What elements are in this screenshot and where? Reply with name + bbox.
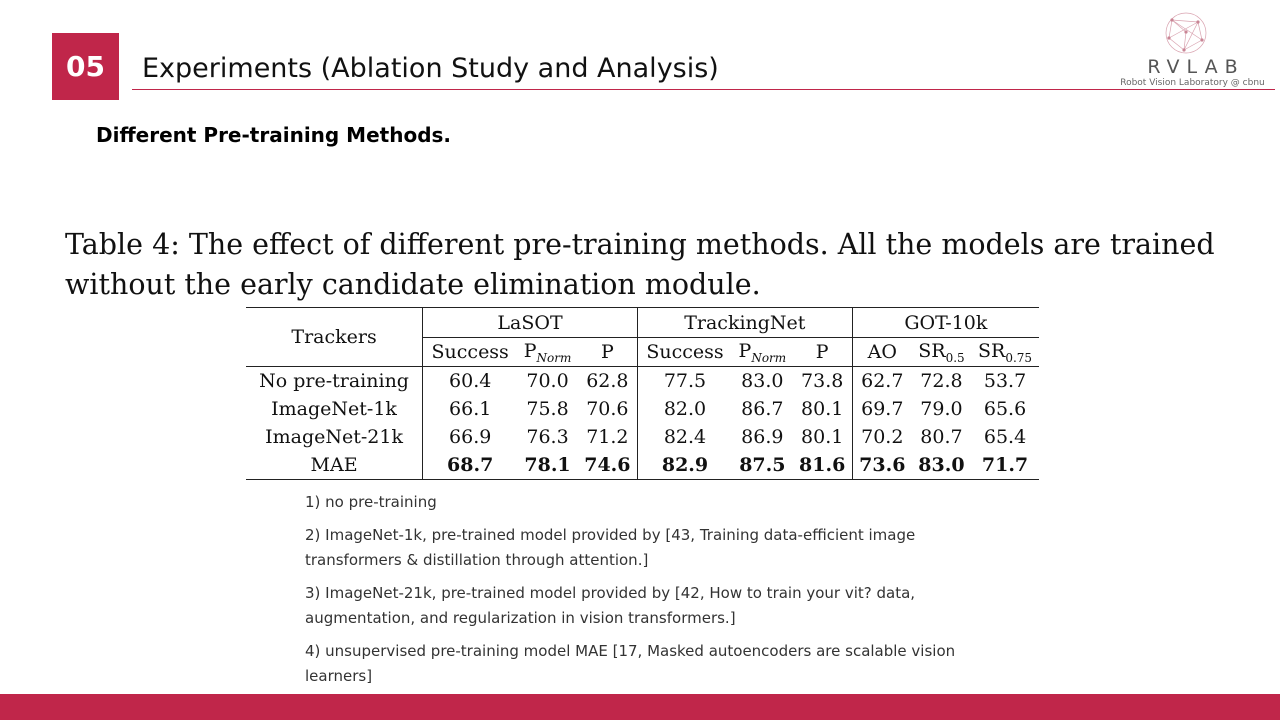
tracker-name: ImageNet-21k (246, 423, 424, 451)
table-cell: 87.5 (732, 451, 793, 480)
table-cell: 73.6 (852, 451, 912, 480)
table-cell: 74.6 (577, 451, 638, 480)
table-cell: 65.4 (983, 426, 1027, 448)
table-cell: 76.3 (526, 426, 569, 448)
table-cell: 82.4 (663, 426, 707, 448)
group-header: TrackingNet (637, 307, 853, 338)
footer-bar (0, 694, 1280, 720)
table-cell: 82.9 (637, 451, 733, 480)
table-cell: 71.2 (577, 423, 638, 451)
table-cell: 73.8 (792, 366, 853, 395)
table-cell: 62.7 (861, 370, 904, 392)
table-cell: 86.9 (741, 426, 784, 448)
section-number-badge: 05 (52, 33, 119, 100)
table-cell: 83.0 (741, 370, 784, 392)
note-item: 2) ImageNet-1k, pre-trained model provid… (305, 526, 916, 569)
table-cell: 80.1 (792, 423, 853, 451)
table-row: MAE 68.7 78.1 74.6 82.9 87.5 81.6 73.6 83.0 71.7 (246, 451, 1039, 480)
column-header: SR0.75 (971, 337, 1039, 367)
table-cell: 77.5 (663, 370, 707, 392)
column-header: PNorm (517, 337, 578, 367)
note-item: 4) unsupervised pre-training model MAE [… (305, 642, 956, 685)
table-cell: 66.1 (449, 398, 492, 420)
note-item: 3) ImageNet-21k, pre-trained model provi… (305, 584, 916, 627)
table-cell: 79.0 (920, 398, 963, 420)
column-header: AO (852, 337, 912, 367)
table-cell: 53.7 (983, 370, 1027, 392)
table-row: ImageNet-1k 66.1 75.8 70.6 82.0 86.7 80.1 69.7 7… (246, 395, 1039, 423)
table-cell: 65.6 (983, 398, 1027, 420)
table-cell: 81.6 (792, 451, 853, 480)
table-cell: 68.7 (422, 451, 518, 480)
table-cell: 60.4 (449, 370, 492, 392)
table-cell: 69.7 (861, 398, 904, 420)
network-globe-icon (1165, 12, 1207, 54)
table-cell: 78.1 (517, 451, 578, 480)
slide-title: Experiments (Ablation Study and Analysis… (142, 53, 719, 84)
table-cell: 75.8 (526, 398, 569, 420)
table-row: No pre-training 60.4 70.0 62.8 77.5 83.0 73.8 6… (246, 366, 1039, 395)
group-header: LaSOT (422, 307, 638, 338)
logo-text: RVLAB (1147, 56, 1245, 78)
results-table: Trackers LaSOT TrackingNet GOT-10k Succe… (246, 307, 1039, 480)
table-cell: 70.2 (861, 426, 904, 448)
logo-subtitle: Robot Vision Laboratory @ cbnu (1120, 78, 1265, 88)
row-header: Trackers (246, 307, 424, 367)
table-cell: 80.7 (920, 426, 963, 448)
table-row: ImageNet-21k 66.9 76.3 71.2 82.4 86.9 80.1 70.2… (246, 423, 1039, 451)
table-cell: 71.7 (971, 451, 1039, 480)
tracker-name: MAE (246, 451, 424, 480)
table-cell: 66.9 (449, 426, 492, 448)
column-header: P (577, 337, 638, 367)
column-header: Success (637, 337, 733, 367)
table-cell: 82.0 (663, 398, 707, 420)
table-caption: Table 4: The effect of different pre-tra… (65, 228, 1215, 301)
note-item: 1) no pre-training (305, 493, 437, 511)
table-cell: 70.6 (577, 395, 638, 423)
column-header: P (792, 337, 853, 367)
lab-logo: RVLAB Robot Vision Laboratory @ cbnu (1110, 8, 1275, 93)
table-cell: 86.7 (741, 398, 784, 420)
tracker-name: No pre-training (246, 366, 424, 395)
table-cell: 70.0 (526, 370, 569, 392)
column-header: Success (422, 337, 518, 367)
column-header: PNorm (732, 337, 793, 367)
table-cell: 72.8 (920, 370, 963, 392)
table-cell: 62.8 (577, 366, 638, 395)
table-cell: 80.1 (792, 395, 853, 423)
title-divider (132, 89, 1275, 90)
notes-list: 1) no pre-training 2) ImageNet-1k, pre-t… (305, 490, 1005, 697)
table-cell: 83.0 (911, 451, 972, 480)
column-header: SR0.5 (911, 337, 972, 367)
group-header: GOT-10k (852, 307, 1039, 338)
tracker-name: ImageNet-1k (246, 395, 424, 423)
section-subtitle: Different Pre-training Methods. (96, 123, 452, 147)
